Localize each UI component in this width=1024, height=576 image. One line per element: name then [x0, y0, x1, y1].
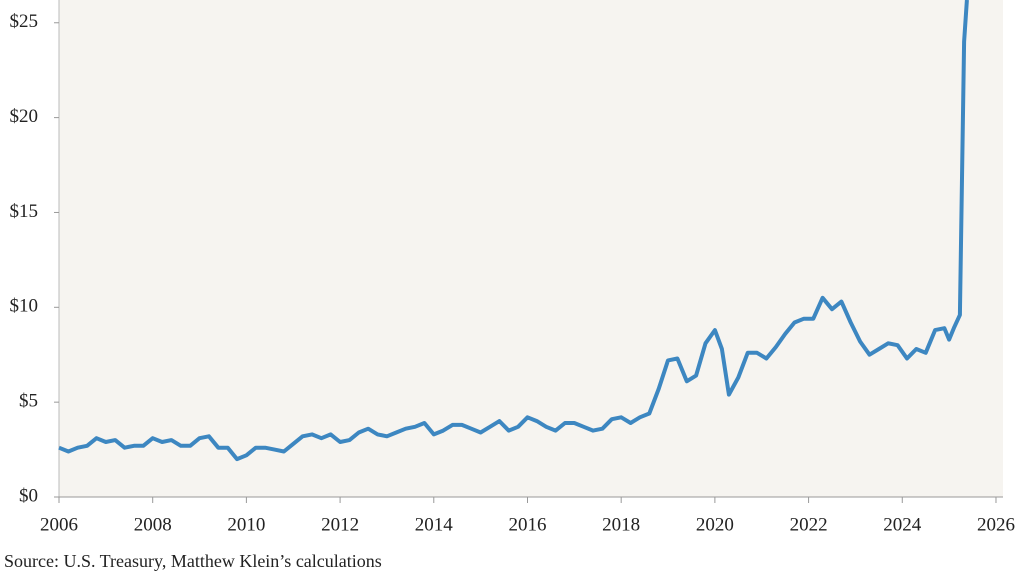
y-tick-label: $15 [10, 201, 39, 222]
x-tick-label: 2020 [696, 514, 734, 535]
y-tick-label: $20 [10, 106, 39, 127]
x-tick-label: 2016 [508, 514, 546, 535]
x-tick-label: 2014 [415, 514, 454, 535]
x-tick-label: 2010 [227, 514, 265, 535]
x-tick-label: 2006 [40, 514, 78, 535]
y-tick-label: $10 [10, 296, 39, 317]
x-tick-label: 2024 [883, 514, 922, 535]
x-tick-label: 2008 [134, 514, 172, 535]
x-tick-label: 2018 [602, 514, 640, 535]
plot-background [59, 0, 1003, 497]
x-tick-label: 2022 [790, 514, 828, 535]
y-tick-label: $25 [10, 11, 39, 32]
data-line [58, 0, 969, 462]
x-tick-label: 2026 [977, 514, 1015, 535]
source-note: Source: U.S. Treasury, Matthew Klein’s c… [4, 551, 382, 571]
y-tick-label: $0 [19, 485, 38, 506]
x-tick-label: 2012 [321, 514, 359, 535]
y-tick-label: $5 [19, 391, 38, 412]
